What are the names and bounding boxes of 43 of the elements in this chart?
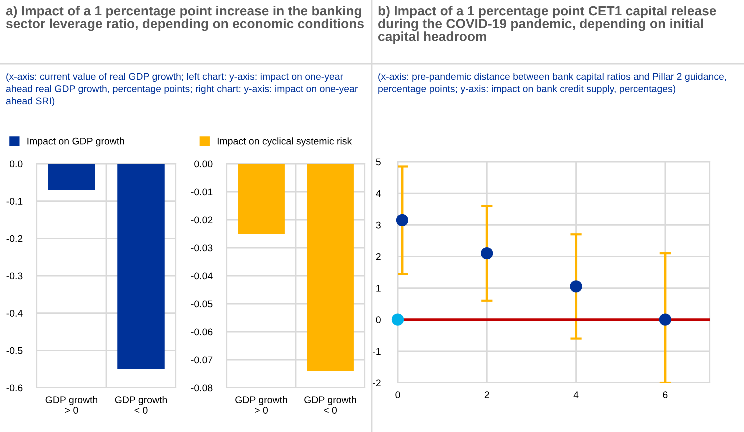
y-tick-label: 5 [376,158,381,166]
x-tick-label: GDP growth < 0 [304,396,356,414]
y-tick-label: -0.5 [6,347,23,354]
y-tick-label: -0.05 [191,300,213,308]
y-tick-label: -0.2 [6,235,23,242]
y-tick-label: -0.4 [6,310,23,317]
y-tick-label: 1 [376,285,381,292]
y-tick-label: -0.08 [191,384,213,392]
x-tick-label: 0 [396,392,400,398]
y-tick-label: 2 [376,253,381,260]
chart-subtitle: (x-axis: current value of real GDP growth; left chart: y-axis: impact on one-year ahead real GDP growth, percentage points; right chart: y-axis: impact on one-year ahead SRI) [6,73,358,107]
y-tick-label: -2 [373,380,381,387]
x-tick-label: 6 [663,392,668,398]
y-tick-label: 0 [376,316,381,324]
y-tick-label: -0.1 [6,198,23,205]
point [659,314,672,326]
point [392,314,404,326]
chart-title: a) Impact of a 1 percentage point increase in the banking sector leverage ratio, depending on economic conditions [6,6,364,32]
y-tick-label: -1 [373,348,381,355]
point [570,280,582,293]
point [481,247,494,260]
y-tick-label: -0.06 [191,328,213,336]
y-tick-label: 3 [376,222,381,229]
x-tick-label: GDP growth > 0 [236,396,288,414]
point [396,214,409,226]
x-tick-label: GDP growth < 0 [115,396,168,414]
x-tick-label: 2 [484,392,490,398]
y-tick-label: -0.02 [191,216,213,224]
legend-label: Impact on GDP growth [28,138,124,147]
y-tick-label: 0.0 [10,160,23,168]
x-tick-label: GDP growth > 0 [46,396,98,414]
y-tick-label: -0.07 [191,356,213,364]
y-tick-label: 4 [376,190,382,198]
chart-title: b) Impact of a 1 percentage point CET1 capital release during the COVID-19 pandemic, depending on initial capital headroom [378,6,716,44]
y-tick-label: -0.01 [191,188,213,196]
y-tick-label: 0.00 [194,160,213,168]
chart-subtitle: (x-axis: pre-pandemic distance between bank capital ratios and Pillar 2 guidance, percentage points; y-axis: impact on bank credit supply, percentages) [378,73,726,94]
y-tick-label: -0.6 [6,384,23,392]
legend-label: Impact on cyclical systemic risk [218,138,352,147]
x-tick-label: 4 [574,392,579,398]
y-tick-label: -0.03 [191,244,213,252]
y-tick-label: -0.04 [191,272,213,280]
y-tick-label: -0.3 [6,272,23,280]
